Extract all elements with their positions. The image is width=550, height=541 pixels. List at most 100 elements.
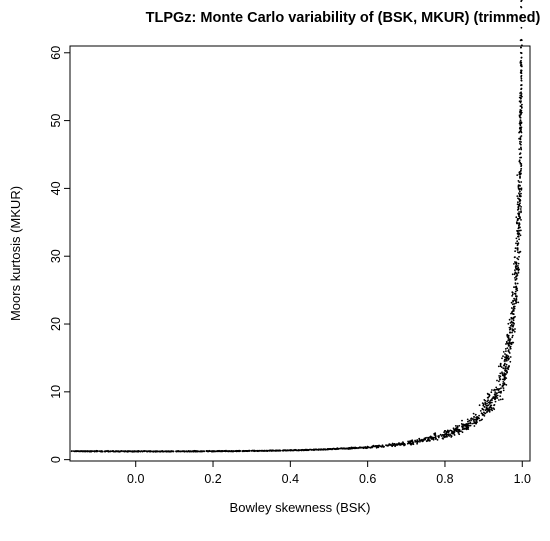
scatter-point bbox=[124, 450, 127, 453]
scatter-point bbox=[478, 419, 481, 422]
scatter-point bbox=[481, 402, 484, 404]
scatter-point bbox=[461, 431, 464, 434]
scatter-point bbox=[519, 216, 521, 219]
scatter-point bbox=[295, 449, 298, 452]
scatter-point bbox=[519, 97, 522, 100]
scatter-point bbox=[504, 367, 507, 369]
scatter-point bbox=[509, 338, 512, 340]
scatter-point bbox=[438, 435, 441, 437]
scatter-point bbox=[499, 378, 501, 381]
scatter-point bbox=[493, 404, 495, 407]
scatter-point bbox=[498, 399, 500, 401]
scatter-point bbox=[282, 449, 284, 452]
scatter-point bbox=[520, 187, 523, 190]
scatter-point bbox=[482, 404, 485, 407]
scatter-point bbox=[508, 341, 511, 344]
scatter-point bbox=[486, 392, 489, 395]
scatter-point bbox=[511, 334, 514, 337]
scatter-point bbox=[481, 412, 484, 415]
scatter-point bbox=[509, 322, 512, 324]
scatter-point bbox=[478, 417, 480, 420]
scatter-point bbox=[493, 388, 496, 391]
scatter-point bbox=[256, 449, 259, 452]
scatter-point bbox=[485, 408, 488, 410]
scatter-point bbox=[503, 364, 505, 367]
scatter-point bbox=[491, 407, 493, 410]
scatter-point bbox=[511, 273, 514, 276]
scatter-point bbox=[520, 135, 523, 137]
scatter-point bbox=[512, 306, 515, 309]
scatter-point bbox=[399, 443, 401, 446]
scatter-point bbox=[520, 56, 523, 59]
scatter-point bbox=[520, 167, 523, 170]
scatter-point bbox=[514, 290, 517, 293]
plot-frame bbox=[69, 45, 531, 462]
scatter-point bbox=[517, 265, 519, 267]
scatter-point bbox=[521, 103, 523, 106]
scatter-point bbox=[496, 388, 499, 391]
scatter-point bbox=[487, 404, 490, 406]
scatter-point bbox=[519, 121, 522, 124]
scatter-point bbox=[500, 366, 503, 368]
scatter-point bbox=[520, 74, 523, 77]
scatter-point bbox=[232, 450, 235, 453]
scatter-point bbox=[515, 262, 518, 264]
scatter-point bbox=[513, 256, 516, 259]
scatter-point bbox=[501, 372, 504, 375]
scatter-point bbox=[502, 355, 504, 358]
scatter-point bbox=[357, 447, 359, 450]
scatter-point bbox=[238, 449, 241, 452]
scatter-point bbox=[472, 412, 475, 415]
scatter-point bbox=[512, 325, 514, 328]
y-axis-label: Moors kurtosis (MKUR) bbox=[8, 186, 23, 321]
scatter-point bbox=[278, 449, 281, 452]
scatter-point bbox=[494, 400, 497, 403]
scatter-point bbox=[511, 336, 514, 339]
scatter-point bbox=[462, 424, 465, 427]
scatter-point bbox=[499, 391, 502, 394]
scatter-point bbox=[434, 438, 437, 440]
scatter-point bbox=[170, 450, 172, 452]
scatter-point bbox=[504, 348, 507, 350]
scatter-point bbox=[448, 435, 451, 437]
scatter-point bbox=[260, 450, 263, 452]
scatter-point bbox=[507, 355, 510, 358]
scatter-point bbox=[479, 410, 482, 412]
scatter-point bbox=[501, 398, 504, 401]
scatter-point bbox=[330, 448, 332, 451]
scatter-point bbox=[511, 328, 514, 330]
scatter-point bbox=[263, 449, 266, 452]
scatter-point bbox=[510, 320, 513, 323]
scatter-point bbox=[511, 303, 514, 306]
scatter-point bbox=[501, 357, 503, 360]
scatter-point bbox=[469, 424, 472, 427]
scatter-point bbox=[515, 242, 517, 245]
scatter-point bbox=[100, 450, 103, 452]
scatter-point bbox=[474, 418, 476, 421]
scatter-point bbox=[495, 386, 498, 389]
scatter-point bbox=[517, 271, 520, 274]
scatter-point bbox=[515, 295, 518, 298]
scatter-point bbox=[499, 372, 502, 375]
y-tick-label: 60 bbox=[49, 46, 63, 60]
scatter-point bbox=[198, 450, 200, 453]
scatter-point bbox=[91, 450, 94, 452]
scatter-point bbox=[461, 419, 463, 422]
scatter-point bbox=[473, 421, 476, 423]
scatter-point bbox=[468, 419, 471, 422]
scatter-point bbox=[506, 333, 509, 336]
scatter-point bbox=[514, 269, 516, 272]
x-tick-label: 0.6 bbox=[359, 472, 376, 486]
scatter-point bbox=[520, 14, 523, 17]
scatter-point bbox=[259, 449, 262, 452]
scatter-point bbox=[162, 450, 165, 453]
scatter-point bbox=[426, 436, 428, 439]
scatter-point bbox=[520, 229, 522, 232]
scatter-point bbox=[498, 375, 500, 377]
scatter-point bbox=[513, 273, 516, 276]
scatter-point bbox=[443, 435, 446, 438]
scatter-point bbox=[494, 396, 497, 399]
scatter-point bbox=[491, 389, 493, 391]
scatter-point bbox=[108, 450, 111, 453]
